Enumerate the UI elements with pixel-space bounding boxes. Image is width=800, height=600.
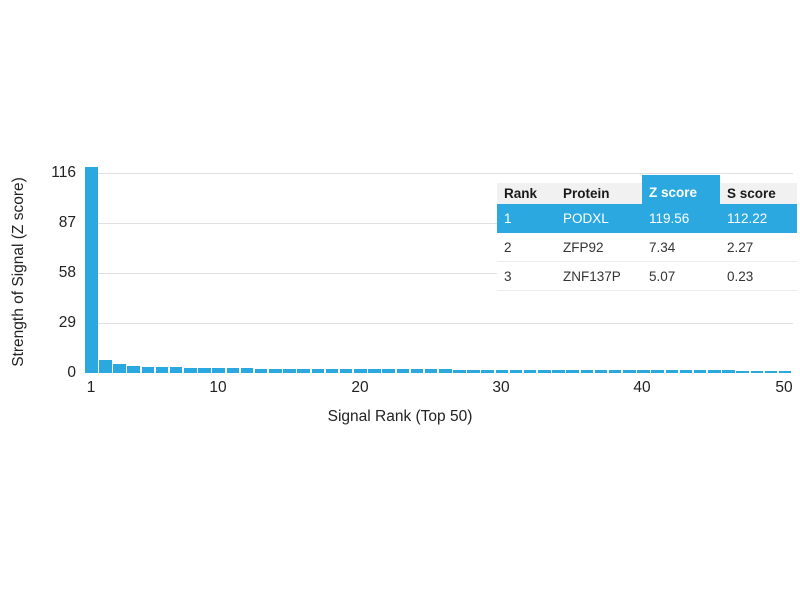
bar-rank-22 <box>382 369 395 373</box>
bar-rank-24 <box>410 369 424 373</box>
bar-rank-50 <box>778 370 792 373</box>
bar-rank-8 <box>184 367 197 373</box>
cell-protein: ZFP92 <box>563 239 604 255</box>
bar-rank-35 <box>566 369 579 373</box>
bar-rank-37 <box>594 370 608 373</box>
y-tick-116: 116 <box>51 164 76 181</box>
bar-rank-1 <box>85 166 98 373</box>
bar-rank-41 <box>651 370 664 373</box>
table-row-podxl-highlighted[interactable]: 1 PODXL 119.56 112.22 <box>497 204 797 233</box>
table-row-zfp92[interactable]: 2 ZFP92 7.34 2.27 <box>497 233 797 262</box>
bar-rank-7 <box>169 367 183 373</box>
bar-rank-33 <box>538 369 551 373</box>
header-rank[interactable]: Rank <box>504 186 538 201</box>
bar-rank-9 <box>198 367 211 373</box>
bar-rank-49 <box>764 370 778 373</box>
bar-rank-48 <box>750 370 764 373</box>
bar-rank-25 <box>424 369 438 373</box>
gridline-58 <box>85 273 793 274</box>
bar-rank-10 <box>212 368 225 373</box>
cell-z-score: 119.56 <box>649 211 690 226</box>
bar-rank-27 <box>453 369 466 373</box>
x-axis-title: Signal Rank (Top 50) <box>327 408 473 425</box>
bar-rank-29 <box>481 369 494 373</box>
bar-rank-46 <box>722 370 735 373</box>
header-protein[interactable]: Protein <box>563 186 610 201</box>
bar-rank-13 <box>254 368 268 373</box>
bar-rank-34 <box>552 369 565 373</box>
gridline-29 <box>85 323 793 324</box>
y-tick-0: 0 <box>67 364 76 381</box>
bar-rank-14 <box>269 368 282 373</box>
cell-protein: ZNF137P <box>563 268 621 284</box>
cell-s-score: 112.22 <box>727 211 768 226</box>
cell-rank: 3 <box>504 268 512 284</box>
cell-z-score: 5.07 <box>649 268 676 284</box>
y-tick-58: 58 <box>58 264 76 281</box>
bar-rank-6 <box>155 367 169 373</box>
cell-rank: 2 <box>504 239 512 255</box>
bar-rank-3 <box>113 364 126 373</box>
bar-rank-39 <box>623 370 636 373</box>
bar-rank-30 <box>495 369 509 373</box>
bar-rank-47 <box>736 370 749 373</box>
bar-rank-45 <box>708 370 721 373</box>
bar-rank-18 <box>325 368 339 373</box>
header-s-score[interactable]: S score <box>727 186 776 201</box>
y-tick-29: 29 <box>58 314 76 331</box>
x-tick-40: 40 <box>633 379 651 396</box>
bar-rank-31 <box>509 369 523 373</box>
bar-rank-5 <box>141 366 155 373</box>
header-z-score-selected-tab[interactable]: Z score <box>642 175 720 204</box>
x-tick-20: 20 <box>351 379 369 396</box>
y-axis-title: Strength of Signal (Z score) <box>10 177 27 367</box>
bar-rank-26 <box>439 369 452 373</box>
table-row-znf137p[interactable]: 3 ZNF137P 5.07 0.23 <box>497 262 797 291</box>
bar-rank-42 <box>665 370 679 373</box>
bar-rank-2 <box>99 360 112 373</box>
protein-rank-table: Rank Protein Z score S score 1 PODXL 119… <box>497 175 797 291</box>
bar-rank-40 <box>637 370 650 373</box>
plot-area <box>85 166 793 373</box>
x-tick-1: 1 <box>86 379 96 396</box>
bar-rank-43 <box>679 370 693 373</box>
cell-s-score: 2.27 <box>727 239 754 255</box>
table-header-row: Rank Protein Z score S score <box>497 175 797 204</box>
x-tick-10: 10 <box>209 379 227 396</box>
bar-rank-11 <box>226 368 240 373</box>
bar-rank-19 <box>339 369 353 373</box>
bar-rank-36 <box>580 370 594 373</box>
bar-rank-32 <box>523 369 537 373</box>
y-tick-87: 87 <box>58 214 76 231</box>
bar-rank-28 <box>467 369 480 373</box>
bar-rank-23 <box>396 369 410 373</box>
bar-rank-4 <box>127 366 140 373</box>
cell-protein: PODXL <box>563 211 609 226</box>
bar-rank-12 <box>240 368 254 373</box>
cell-rank: 1 <box>504 211 512 226</box>
x-tick-30: 30 <box>492 379 510 396</box>
bar-rank-38 <box>608 370 622 373</box>
x-tick-50: 50 <box>775 379 793 396</box>
cell-s-score: 0.23 <box>727 268 754 284</box>
bar-rank-16 <box>297 368 310 373</box>
bar-rank-17 <box>311 368 325 373</box>
bar-rank-21 <box>368 369 381 373</box>
cell-z-score: 7.34 <box>649 239 676 255</box>
gridline-116 <box>85 173 793 174</box>
bar-rank-20 <box>354 369 367 373</box>
bar-rank-44 <box>693 370 707 373</box>
bar-rank-15 <box>283 368 296 373</box>
gridline-87 <box>85 223 793 224</box>
